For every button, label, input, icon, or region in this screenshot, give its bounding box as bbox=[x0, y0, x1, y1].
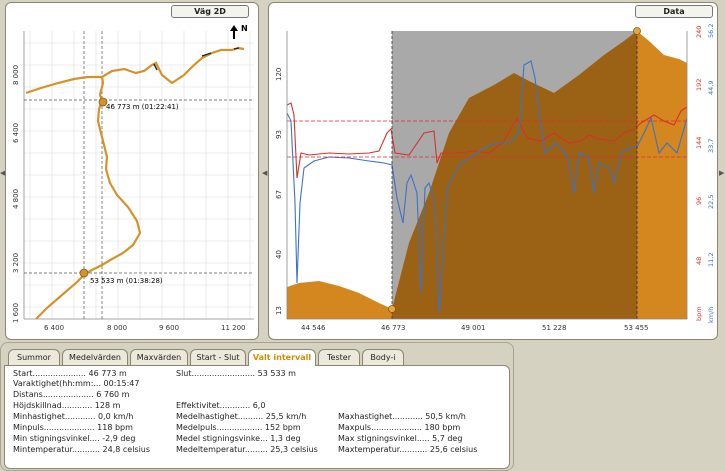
map-y-tick: 3 200 bbox=[12, 253, 20, 273]
stat-minpuls: Minpuls.................... 118 bpm bbox=[13, 423, 133, 432]
bpm-tick: 96 bbox=[695, 197, 703, 205]
heart-rate-y-ticks: 240 192 144 96 48 bpm bbox=[695, 26, 703, 321]
stat-hojdskillnad: Höjdskillnad............ 128 m bbox=[13, 401, 121, 410]
kmh-unit-label: km/h bbox=[707, 307, 715, 323]
heart-rate-line bbox=[287, 102, 687, 179]
marker-end-label: 53 533 m (01:38:28) bbox=[90, 277, 163, 285]
altitude-y-tick: 67 bbox=[275, 190, 283, 199]
tab-tester[interactable]: Tester bbox=[318, 349, 360, 365]
distance-x-tick: 49 001 bbox=[461, 324, 486, 332]
interval-stats-panel: Start..................... 46 773 m Slut… bbox=[4, 365, 510, 469]
map-x-tick: 8 000 bbox=[107, 324, 127, 332]
altitude-y-tick: 40 bbox=[275, 250, 283, 259]
map-x-tick: 6 400 bbox=[44, 324, 64, 332]
stat-medelpuls: Medelpuls.................. 152 bpm bbox=[176, 423, 301, 432]
bpm-tick: 192 bbox=[695, 79, 703, 91]
interval-end-handle[interactable] bbox=[633, 27, 641, 35]
route-map-panel: Väg 2D 46 773 m (01:22:41) 53 533 m (0 bbox=[5, 2, 259, 340]
bpm-tick: 144 bbox=[695, 137, 703, 149]
selection-end-marker[interactable] bbox=[79, 268, 89, 278]
altitude-y-tick: 120 bbox=[275, 68, 283, 81]
kmh-tick: 56,2 bbox=[707, 24, 715, 38]
speed-line bbox=[287, 60, 687, 314]
interval-start-handle[interactable] bbox=[388, 305, 396, 313]
stat-medel-stigning: Medel stigningsvinke... 1,3 deg bbox=[176, 434, 301, 443]
bpm-unit-label: bpm bbox=[695, 306, 703, 321]
stat-slut: Slut......................... 53 533 m bbox=[176, 369, 296, 378]
kmh-tick: 22,5 bbox=[707, 195, 715, 209]
bpm-tick: 48 bbox=[695, 257, 703, 265]
stat-effektivitet: Effektivitet............ 6,0 bbox=[176, 401, 266, 410]
altitude-y-tick: 93 bbox=[275, 130, 283, 139]
distance-x-tick: 51 228 bbox=[542, 324, 567, 332]
stat-varaktighet: Varaktighet(hh:mm:... 00:15:47 bbox=[13, 379, 140, 388]
stat-mintemperatur: Mintemperatur........... 24,8 celsius bbox=[13, 445, 151, 454]
tab-medelvarden[interactable]: Medelvärden bbox=[62, 349, 128, 365]
tab-valt-intervall[interactable]: Valt intervall bbox=[248, 349, 316, 366]
altitude-y-tick: 13 bbox=[275, 306, 283, 315]
distance-x-tick: 53 455 bbox=[624, 324, 649, 332]
map-y-tick: 6 400 bbox=[12, 123, 20, 143]
marker-start-label: 46 773 m (01:22:41) bbox=[106, 103, 179, 111]
route-map[interactable]: 46 773 m (01:22:41) 53 533 m (01:38:28) … bbox=[6, 3, 259, 340]
stat-maxhastighet: Maxhastighet............ 50,5 km/h bbox=[338, 412, 466, 421]
distance-x-tick: 46 773 bbox=[381, 324, 406, 332]
north-arrow-icon: N bbox=[230, 24, 248, 39]
distance-x-ticks: 44 546 46 773 49 001 51 228 53 455 bbox=[301, 324, 649, 332]
map-x-tick: 9 600 bbox=[159, 324, 179, 332]
stat-maxtemperatur: Maxtemperatur........... 25,6 celsius bbox=[338, 445, 478, 454]
tab-start-slut[interactable]: Start - Slut bbox=[190, 349, 246, 365]
stat-medeltemperatur: Medeltemperatur......... 25,3 celsius bbox=[176, 445, 318, 454]
kmh-tick: 33,7 bbox=[707, 139, 715, 153]
stat-distans: Distans.................... 6 760 m bbox=[13, 390, 130, 399]
stat-min-stigning: Min stigningsvinkel.... -2,9 deg bbox=[13, 434, 136, 443]
tab-summor[interactable]: Summor bbox=[8, 349, 60, 365]
right-collapse-arrow[interactable]: ▶ bbox=[719, 169, 725, 177]
data-panel-title: Data bbox=[635, 5, 713, 18]
stat-max-stigning: Max stigningsvinkel..... 5,7 deg bbox=[338, 434, 463, 443]
kmh-tick: 11,2 bbox=[707, 253, 715, 267]
stat-start: Start..................... 46 773 m bbox=[13, 369, 127, 378]
map-panel-title: Väg 2D bbox=[171, 5, 249, 18]
map-y-tick: 8 000 bbox=[12, 65, 20, 85]
map-y-ticks: 8 000 6 400 4 800 3 200 1 600 bbox=[12, 65, 20, 323]
map-y-tick: 1 600 bbox=[12, 303, 20, 323]
svg-text:N: N bbox=[241, 24, 248, 33]
altitude-y-ticks: 120 93 67 40 13 bbox=[275, 68, 283, 315]
tab-maxvarden[interactable]: Maxvärden bbox=[130, 349, 188, 365]
splitter-collapse-arrow[interactable]: ◀ bbox=[262, 169, 268, 177]
bpm-tick: 240 bbox=[695, 26, 703, 38]
stat-medelhastighet: Medelhastighet.......... 25,5 km/h bbox=[176, 412, 307, 421]
distance-x-tick: 44 546 bbox=[301, 324, 326, 332]
tab-body-i[interactable]: Body-i bbox=[362, 349, 404, 365]
map-x-tick: 11 200 bbox=[221, 324, 246, 332]
left-collapse-arrow[interactable]: ◀ bbox=[0, 169, 6, 177]
speed-y-ticks: 56,2 44,9 33,7 22,5 11,2 km/h bbox=[707, 24, 715, 323]
kmh-tick: 44,9 bbox=[707, 81, 715, 95]
map-x-ticks: 6 400 8 000 9 600 11 200 bbox=[44, 324, 246, 332]
data-chart[interactable]: 120 93 67 40 13 44 546 46 773 49 001 51 … bbox=[269, 3, 718, 340]
stat-maxpuls: Maxpuls.................... 180 bpm bbox=[338, 423, 461, 432]
data-chart-panel: Data 120 bbox=[268, 2, 718, 340]
map-y-tick: 4 800 bbox=[12, 189, 20, 209]
stat-minhastighet: Minhastighet............ 0,0 km/h bbox=[13, 412, 134, 421]
selection-start-marker[interactable] bbox=[98, 97, 108, 107]
